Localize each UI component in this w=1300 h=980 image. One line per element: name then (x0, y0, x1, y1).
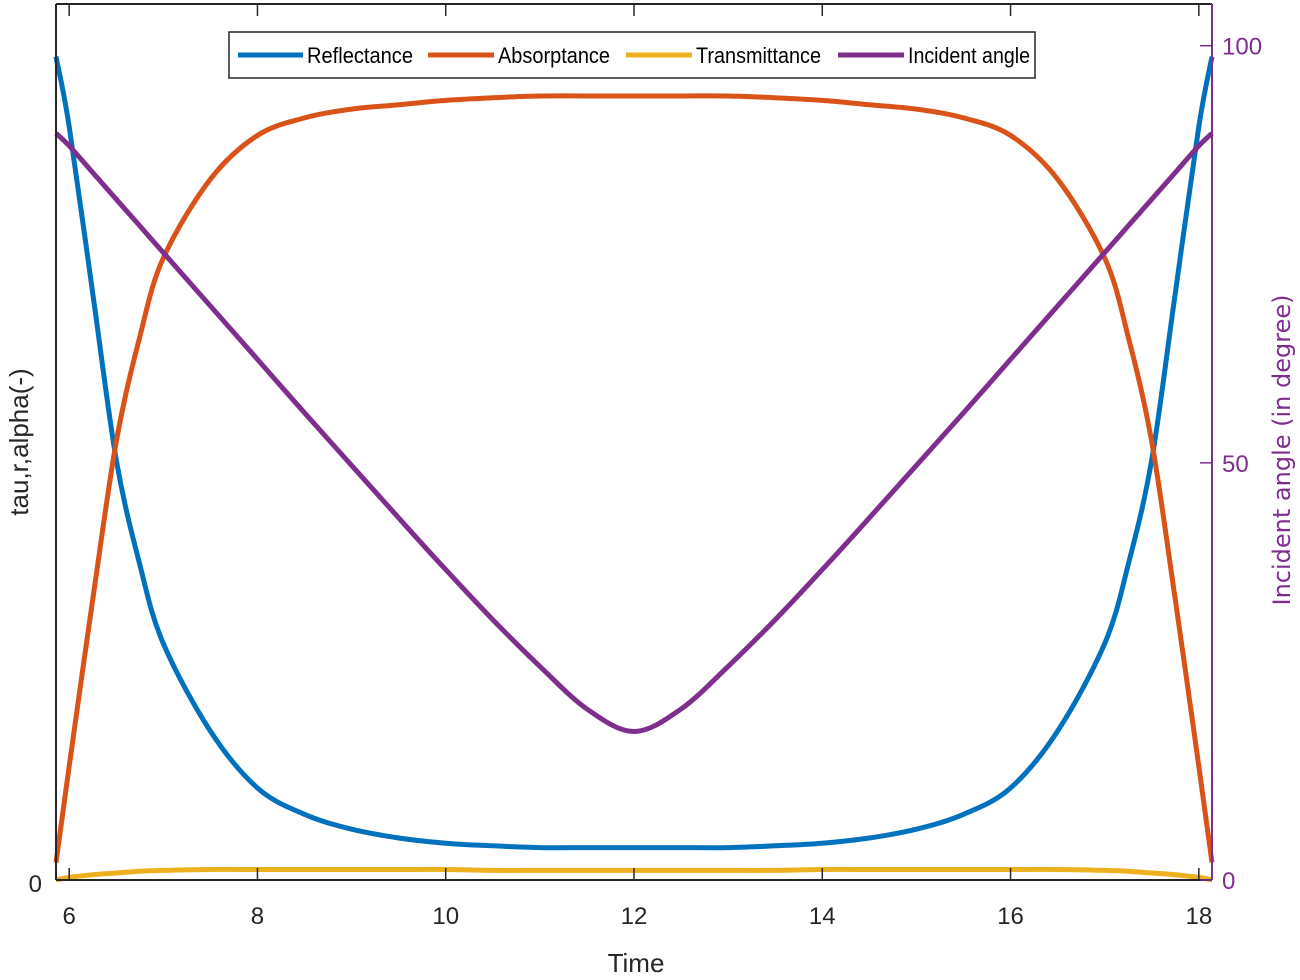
y-right-axis-ticks: 0 50 100 (1200, 34, 1262, 895)
x-tick-label: 14 (809, 903, 836, 930)
legend-item-incident-angle[interactable]: Incident angle (838, 43, 1030, 68)
y-left-tick-label: 0 (29, 871, 42, 898)
legend-label-reflectance: Reflectance (307, 43, 413, 68)
legend-label-absorptance: Absorptance (498, 43, 610, 68)
legend-item-absorptance[interactable]: Absorptance (428, 43, 610, 68)
x-tick-label: 12 (621, 903, 648, 930)
y-right-axis-title: Incident angle (in degree) (1268, 295, 1296, 606)
x-tick-label: 10 (432, 903, 459, 930)
legend-label-transmittance: Transmittance (696, 43, 821, 68)
series-line-reflectance (53, 56, 1215, 851)
y-left-axis-title: tau,r,alpha(-) (4, 368, 34, 515)
y-right-tick-label: 0 (1222, 868, 1235, 895)
x-tick-label: 18 (1185, 903, 1212, 930)
x-tick-label: 16 (997, 903, 1024, 930)
legend-label-incident-angle: Incident angle (908, 43, 1030, 68)
x-axis-title: Time (608, 948, 665, 978)
x-tick-label: 8 (251, 903, 264, 930)
y-right-tick-label: 50 (1222, 451, 1249, 478)
y-right-tick-label: 100 (1222, 34, 1262, 61)
series-line-absorptance (53, 93, 1215, 863)
series-line-incident-angle (54, 131, 1214, 734)
legend-item-reflectance[interactable]: Reflectance (238, 43, 413, 68)
legend-item-transmittance[interactable]: Transmittance (626, 43, 821, 68)
x-tick-label: 6 (62, 903, 75, 930)
x-axis-ticks: 6 8 10 12 14 16 18 (62, 4, 1212, 930)
legend: Reflectance Absorptance Transmittance In… (228, 31, 1036, 79)
